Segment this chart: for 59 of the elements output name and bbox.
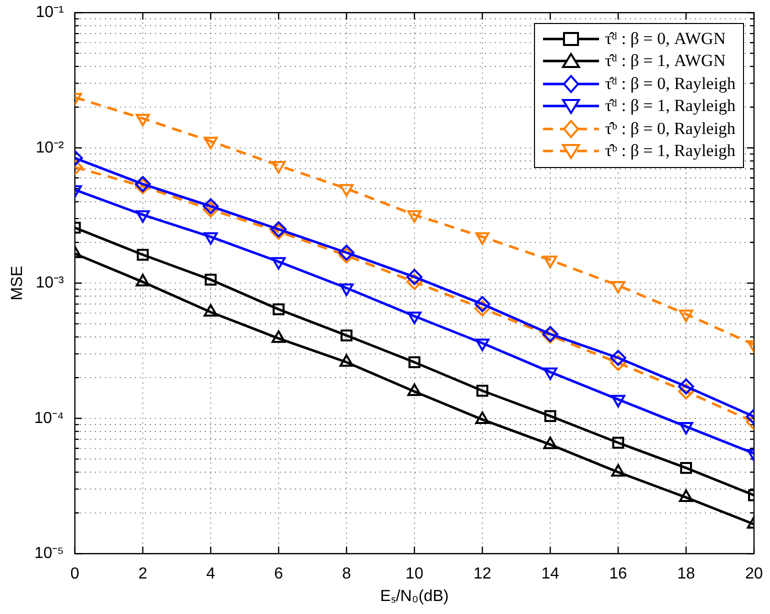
y-tick-label: 10⁻⁴ [34,410,64,427]
x-tick-label: 18 [677,566,696,583]
point [679,489,694,502]
x-tick-label: 8 [342,566,352,583]
x-tick-label: 12 [473,566,492,583]
point [272,257,286,270]
y-tick-label: 10⁻⁵ [34,545,64,562]
legend-label: τ̂ᵈ : β = 1, AWGN [605,51,726,72]
x-tick-label: 20 [745,566,763,583]
point [204,232,218,245]
point [339,184,354,197]
x-tick-label: 2 [138,566,148,583]
point [272,303,285,316]
x-tick-label: 6 [274,566,284,583]
x-tick-label: 14 [541,566,560,583]
point [476,384,488,397]
point [611,464,626,477]
point [543,436,558,450]
legend-label: τ̂ᵈ : β = 0, AWGN [605,28,726,49]
point [339,284,354,296]
point [474,300,490,316]
legend-label: τ̂ᵈ : β = 1, Rayleigh [605,96,736,116]
legend-label: τ̂ᵇ : β = 1, Rayleigh [605,141,736,162]
point [202,202,219,218]
point [204,136,218,150]
point [543,256,558,268]
point [610,350,626,366]
x-tick-label: 16 [609,566,628,583]
y-axis-title: MSE [9,266,26,300]
point [340,330,352,342]
point [678,378,694,394]
point [544,410,556,422]
point [475,412,490,424]
point [678,383,694,400]
point [407,210,422,223]
x-tick-label: 4 [206,566,216,583]
y-tick-label: 10⁻³ [36,274,65,292]
point [202,198,219,214]
point [136,210,150,223]
legend-label: τ̂ᵈ : β = 0, Rayleigh [605,74,736,94]
point [408,356,420,368]
point [406,274,422,290]
point [136,248,149,261]
point [204,274,217,286]
point [474,296,490,312]
y-tick-label: 10⁻² [36,139,65,156]
point [611,281,626,294]
point [272,161,286,174]
x-axis-title: Eₛ/N₀(dB) [380,588,449,605]
point [136,114,150,126]
point [612,436,624,449]
legend-label: τ̂ᵇ : β = 0, Rayleigh [605,118,736,139]
point [475,232,490,245]
x-tick-label: 0 [70,566,80,583]
x-tick-label: 10 [406,566,424,583]
y-tick-label: 10⁻¹ [36,4,64,22]
point [680,462,692,474]
point [406,268,422,285]
point [610,354,626,371]
